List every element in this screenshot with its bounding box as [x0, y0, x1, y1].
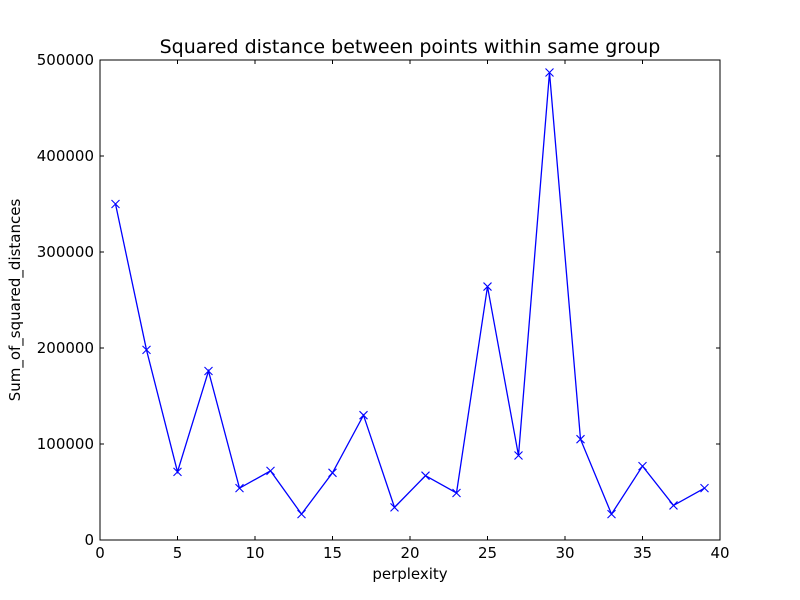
data-point-marker	[514, 451, 523, 460]
chart-title: Squared distance between points within s…	[160, 36, 661, 58]
data-point-marker	[638, 461, 647, 471]
data-point-marker	[700, 483, 709, 493]
x-tick-label: 0	[95, 544, 105, 562]
data-point-marker	[669, 501, 678, 510]
plot-frame	[99, 59, 721, 541]
data-point-marker	[266, 466, 275, 476]
data-point-marker	[545, 68, 554, 77]
data-point-marker	[111, 199, 120, 209]
x-tick-label: 30	[555, 544, 574, 562]
x-tick-label: 40	[710, 544, 729, 562]
series-line	[114, 72, 705, 516]
data-point-marker	[452, 488, 461, 498]
data-point-marker	[204, 366, 213, 376]
y-tick-label: 400000	[37, 147, 94, 165]
data-point-marker	[483, 282, 492, 291]
data-point-marker	[142, 345, 151, 355]
y-tick-label: 100000	[37, 435, 94, 453]
data-point-marker	[421, 471, 430, 481]
data-point-marker	[173, 467, 182, 477]
y-tick-label: 200000	[37, 339, 94, 357]
y-tick-label: 0	[84, 531, 94, 549]
x-tick-label: 25	[478, 544, 497, 562]
axis-ticks: 0 5 10 15 20 25 30 35 40 0 100000 200000 300000 40000…	[37, 51, 730, 562]
y-tick-label: 500000	[37, 51, 94, 69]
x-tick-label: 15	[323, 544, 342, 562]
data-point-marker	[607, 509, 616, 519]
data-point-marker	[359, 410, 368, 420]
data-point-marker	[576, 434, 585, 444]
x-tick-label: 10	[245, 544, 264, 562]
x-axis-label: perplexity	[372, 565, 447, 583]
data-point-marker	[297, 509, 306, 519]
x-tick-label: 20	[400, 544, 419, 562]
x-tick-label: 35	[633, 544, 652, 562]
data-point-marker	[328, 468, 337, 478]
y-axis-label: Sum_of_squared_distances	[6, 199, 25, 402]
data-point-marker	[390, 502, 399, 512]
series-group	[111, 68, 709, 519]
y-tick-label: 300000	[37, 243, 94, 261]
data-point-marker	[235, 483, 244, 493]
x-tick-label: 5	[173, 544, 183, 562]
